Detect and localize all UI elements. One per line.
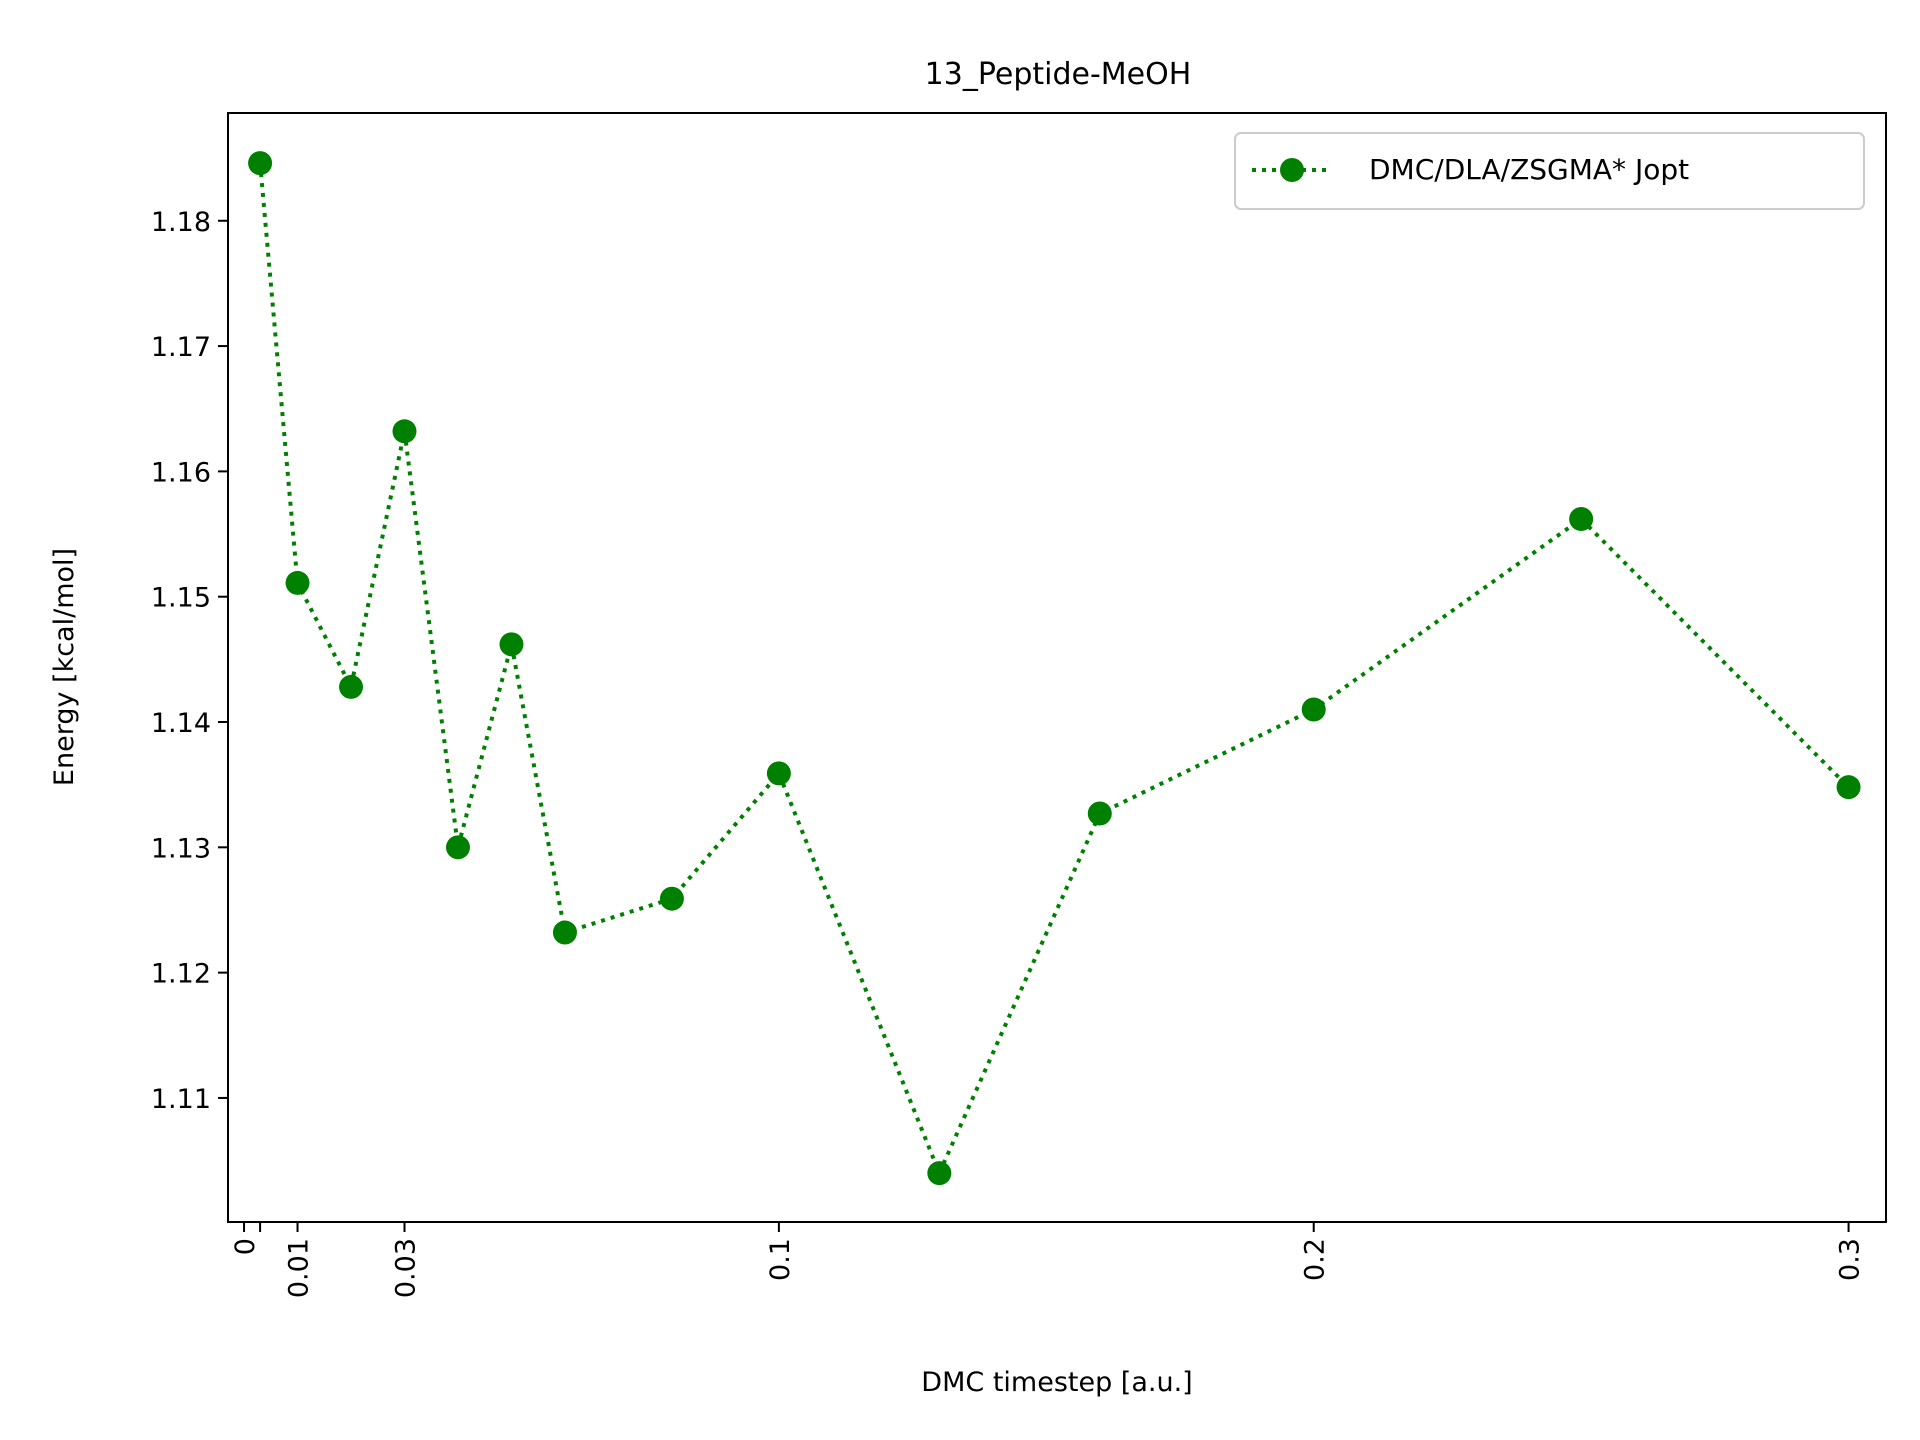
- x-tick-label: 0.3: [1835, 1238, 1866, 1281]
- x-tick-label: 0.03: [390, 1238, 421, 1298]
- data-point: [1836, 775, 1861, 800]
- y-tick-label: 1.13: [151, 833, 211, 864]
- data-point: [445, 835, 470, 860]
- y-tick-label: 1.11: [151, 1084, 211, 1115]
- data-point: [766, 761, 791, 786]
- data-point: [659, 886, 684, 911]
- y-tick-label: 1.18: [151, 207, 211, 238]
- series-line: [258, 162, 1851, 1179]
- data-point: [1301, 697, 1326, 722]
- data-point: [499, 632, 524, 657]
- y-tick-label: 1.14: [151, 708, 211, 739]
- y-axis-label: Energy [kcal/mol]: [49, 548, 80, 786]
- y-tick-label: 1.16: [151, 457, 211, 488]
- y-tick-label: 1.17: [151, 332, 211, 363]
- plot-area: [248, 151, 1861, 1186]
- legend-box: [1234, 132, 1865, 210]
- x-axis-label: DMC timestep [a.u.]: [921, 1367, 1192, 1398]
- data-point: [927, 1161, 952, 1186]
- x-tick-label: 0.2: [1300, 1238, 1331, 1281]
- legend-label: DMC/DLA/ZSGMA* Jopt: [1369, 153, 1689, 186]
- data-point: [248, 151, 273, 176]
- y-tick-label: 1.12: [151, 959, 211, 990]
- x-tick-label: 0: [230, 1238, 261, 1255]
- x-tick-label: 0.01: [284, 1238, 315, 1298]
- x-tick-label: 0.1: [765, 1238, 796, 1281]
- data-point: [1087, 801, 1112, 826]
- data-point: [392, 419, 417, 444]
- data-point: [552, 920, 577, 945]
- data-point: [1569, 507, 1594, 532]
- data-point: [285, 570, 310, 595]
- y-tick-label: 1.15: [151, 583, 211, 614]
- chart-title: 13_Peptide-MeOH: [925, 57, 1192, 92]
- plot-frame: [227, 112, 1887, 1223]
- legend: DMC/DLA/ZSGMA* Jopt: [1234, 132, 1865, 210]
- data-point: [339, 674, 364, 699]
- y-axis: 1.11 1.12 1.13 1.14 1.15 1.16 1.17 1.18: [151, 207, 228, 1115]
- x-axis: 0 0.01 0.03 0.1 0.2 0.3: [230, 1222, 1866, 1298]
- legend-marker-sample: [1280, 158, 1304, 182]
